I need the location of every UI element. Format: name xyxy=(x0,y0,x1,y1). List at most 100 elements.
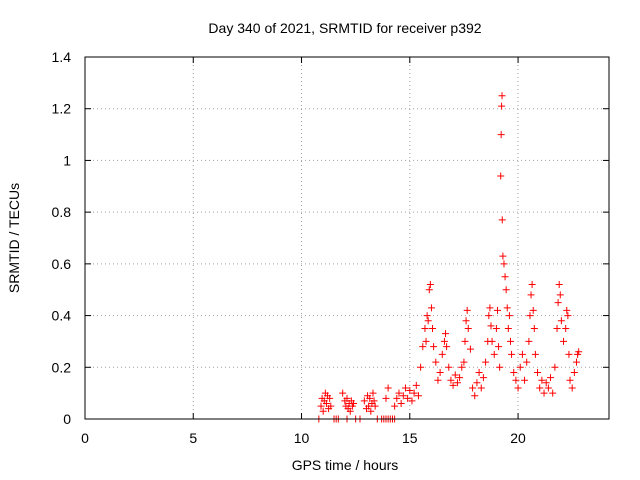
data-point xyxy=(401,384,409,392)
grid-lines xyxy=(85,57,609,419)
data-point xyxy=(440,337,448,345)
data-point xyxy=(568,384,576,392)
data-point xyxy=(501,273,509,281)
x-axis-label: GPS time / hours xyxy=(292,457,399,473)
data-point xyxy=(406,387,414,395)
data-point xyxy=(429,325,437,332)
x-tick-label: 20 xyxy=(510,430,526,446)
data-point xyxy=(442,330,450,338)
data-point xyxy=(370,397,378,405)
data-point xyxy=(493,306,501,314)
data-point xyxy=(326,394,334,402)
data-point xyxy=(534,368,542,376)
data-point xyxy=(391,402,399,410)
data-point xyxy=(538,376,546,384)
data-point xyxy=(495,343,503,351)
y-tick-label: 1.4 xyxy=(52,49,72,65)
data-point xyxy=(473,379,481,387)
y-tick-label: 0.6 xyxy=(52,256,72,272)
data-point xyxy=(436,368,444,376)
data-point xyxy=(451,371,459,379)
y-axis-label: SRMTID / TECUs xyxy=(6,183,22,293)
data-point xyxy=(521,376,529,384)
y-tick-label: 1.2 xyxy=(52,101,72,117)
data-point xyxy=(475,368,483,376)
data-point xyxy=(540,389,548,397)
data-point xyxy=(486,304,494,312)
data-point xyxy=(421,325,429,332)
data-point xyxy=(463,306,471,314)
data-point xyxy=(410,389,418,397)
data-point xyxy=(432,358,440,366)
data-point xyxy=(458,363,466,371)
data-point xyxy=(497,131,505,139)
data-point xyxy=(505,312,513,320)
data-point xyxy=(404,394,412,402)
data-point xyxy=(382,394,390,402)
data-point xyxy=(424,317,432,325)
data-point xyxy=(453,379,461,387)
data-point xyxy=(349,399,357,407)
data-point xyxy=(367,407,375,415)
data-point xyxy=(497,172,505,180)
data-point xyxy=(490,350,498,358)
y-tick-label: 0.8 xyxy=(52,204,72,220)
data-point xyxy=(542,379,550,387)
data-point xyxy=(560,337,568,345)
y-tick-label: 0.2 xyxy=(52,359,72,375)
data-point xyxy=(554,299,562,307)
data-point xyxy=(460,358,468,366)
data-point xyxy=(531,350,539,358)
data-point xyxy=(508,350,516,358)
data-point xyxy=(496,363,504,371)
data-point xyxy=(466,345,474,353)
data-point xyxy=(502,286,510,294)
data-point xyxy=(461,337,469,345)
data-point xyxy=(510,368,518,376)
data-point xyxy=(423,312,431,320)
data-point xyxy=(425,286,433,294)
chart-title: Day 340 of 2021, SRMTID for receiver p39… xyxy=(208,20,481,36)
data-point xyxy=(530,325,538,332)
data-point xyxy=(514,384,522,392)
data-point xyxy=(445,363,453,371)
data-point xyxy=(443,343,451,351)
data-point xyxy=(427,304,435,312)
data-point xyxy=(397,399,405,407)
data-point xyxy=(498,102,506,110)
data-point xyxy=(434,376,442,384)
data-point xyxy=(498,92,506,100)
data-point xyxy=(487,322,495,330)
data-point xyxy=(464,325,472,332)
data-point xyxy=(417,363,425,371)
data-point xyxy=(430,343,438,351)
data-point xyxy=(419,343,427,351)
data-point xyxy=(527,291,535,299)
data-point xyxy=(526,312,534,320)
data-point xyxy=(525,337,533,345)
data-point xyxy=(575,348,583,356)
data-point xyxy=(447,376,455,384)
data-point xyxy=(479,374,487,382)
x-tick-label: 5 xyxy=(189,430,197,446)
data-point xyxy=(462,317,470,325)
data-point xyxy=(544,384,552,392)
data-point xyxy=(547,374,555,382)
data-point xyxy=(482,358,490,366)
data-point xyxy=(563,306,571,314)
data-point xyxy=(369,389,377,397)
y-tick-label: 1 xyxy=(63,152,71,168)
data-point xyxy=(438,350,446,358)
data-point xyxy=(557,317,565,325)
data-point xyxy=(327,402,335,410)
data-point xyxy=(551,363,559,371)
data-point xyxy=(395,389,403,397)
data-point xyxy=(500,260,508,268)
data-point xyxy=(528,281,536,289)
x-tick-label: 0 xyxy=(81,430,89,446)
data-point xyxy=(529,306,537,314)
data-point xyxy=(414,392,422,400)
data-point xyxy=(426,281,434,289)
data-point xyxy=(449,381,457,389)
axis-ticks: 0 5 10 15 20 0 0.2 0.4 0.6 0.8 1 1.2 1.4 xyxy=(52,49,609,446)
